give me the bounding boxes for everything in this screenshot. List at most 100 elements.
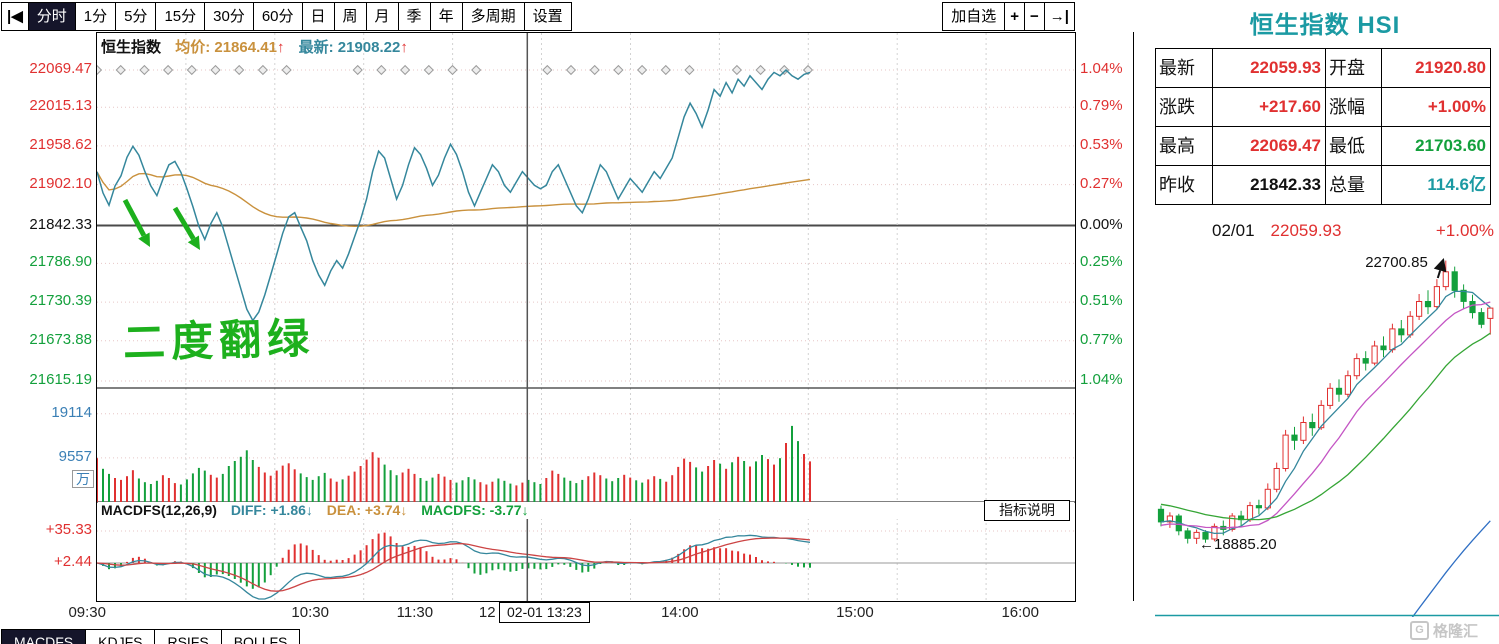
macd-dea-value: DEA: +3.74↓ bbox=[326, 502, 408, 518]
time-axis-label: 12 bbox=[478, 604, 496, 621]
quote-value: 22059.93 bbox=[1213, 49, 1326, 88]
daily-kline-svg[interactable]: 22700.85 ←18885.20 bbox=[1155, 248, 1499, 617]
toolbar-spacer bbox=[572, 2, 944, 31]
zoom-in-button[interactable]: + bbox=[1004, 2, 1026, 31]
price-axis-label: 21730.39 bbox=[29, 292, 92, 310]
macd-axis-label: +35.33 bbox=[45, 521, 92, 538]
crosshair-time-label: 02-01 13:23 bbox=[499, 602, 590, 623]
percent-axis-label: 1.04% bbox=[1080, 60, 1123, 77]
quote-label: 最新 bbox=[1156, 49, 1213, 88]
quote-value: +217.60 bbox=[1213, 88, 1326, 127]
indicator-tab[interactable]: BOLLFS bbox=[220, 629, 301, 644]
volume-unit-label: 万 bbox=[72, 470, 94, 488]
up-arrow-icon: ↑ bbox=[400, 39, 408, 56]
up-arrow-icon: ↑ bbox=[276, 39, 285, 56]
toolbar-tab[interactable]: 季 bbox=[397, 2, 431, 31]
toolbar-tab[interactable]: 60分 bbox=[252, 2, 303, 31]
quote-label: 涨跌 bbox=[1156, 88, 1213, 127]
watermark: G 格隆汇 bbox=[1410, 620, 1478, 641]
quote-value: 21920.80 bbox=[1382, 49, 1491, 88]
kline-high-annotation: 22700.85 bbox=[1365, 254, 1428, 271]
jump-end-button[interactable]: →| bbox=[1043, 2, 1075, 31]
time-axis-label: 14:00 bbox=[661, 604, 699, 621]
price-axis-label: 21673.88 bbox=[29, 330, 92, 348]
toolbar-tab[interactable]: 设置 bbox=[523, 2, 572, 31]
indicator-tabs: MACDFS KDJFS RSIFS BOLLFS bbox=[1, 629, 301, 644]
percent-axis-label: 0.77% bbox=[1080, 330, 1123, 348]
quote-value: +1.00% bbox=[1382, 88, 1491, 127]
quote-value: 114.6亿 bbox=[1382, 166, 1491, 205]
price-axis-label: 21842.33 bbox=[29, 215, 92, 233]
time-axis-label: 10:30 bbox=[291, 604, 329, 621]
quote-panel-title: 恒生指数 HSI bbox=[1249, 12, 1401, 39]
volume-axis-label: 9557 bbox=[58, 447, 92, 465]
toolbar-tab[interactable]: 30分 bbox=[204, 2, 254, 31]
panel-divider bbox=[1133, 32, 1134, 601]
price-axis-label: 21786.90 bbox=[29, 253, 92, 271]
quote-date-pct: +1.00% bbox=[1435, 221, 1494, 240]
avg-price: 均价: 21864.41↑ bbox=[175, 39, 285, 56]
toolbar-tab[interactable]: 日 bbox=[301, 2, 335, 31]
price-axis-label: 21615.19 bbox=[29, 371, 92, 388]
percent-axis-label: 0.27% bbox=[1080, 174, 1123, 192]
time-axis-label: 09:30 bbox=[68, 604, 106, 621]
macd-header: MACDFS(12,26,9) DIFF: +1.86↓ DEA: +3.74↓… bbox=[98, 502, 1074, 519]
percent-axis-label: 0.25% bbox=[1080, 253, 1123, 271]
quote-table: 最新 22059.93 开盘 21920.80 涨跌 +217.60 涨幅 +1.00% 最高 2… bbox=[1155, 48, 1491, 205]
quote-label: 总量 bbox=[1326, 166, 1382, 205]
quote-value: 22069.47 bbox=[1213, 127, 1326, 166]
indicator-tab[interactable]: KDJFS bbox=[85, 629, 156, 644]
quote-label: 最低 bbox=[1326, 127, 1382, 166]
indicator-tab[interactable]: RSIFS bbox=[154, 629, 222, 644]
macd-indicator-name: MACDFS(12,26,9) bbox=[101, 502, 217, 518]
indicator-tab[interactable]: MACDFS bbox=[1, 629, 87, 644]
price-axis-label: 22015.13 bbox=[29, 97, 92, 115]
toolbar-tab[interactable]: 月 bbox=[365, 2, 399, 31]
toolbar-tab[interactable]: 周 bbox=[333, 2, 367, 31]
macd-value: MACDFS: -3.77↓ bbox=[421, 502, 529, 518]
time-axis-label: 16:00 bbox=[1001, 604, 1039, 621]
quote-date-row: 02/01 22059.93 +1.00% bbox=[1156, 221, 1494, 241]
time-axis-label: 15:00 bbox=[836, 604, 874, 621]
price-axis-label: 21958.62 bbox=[29, 135, 92, 153]
toolbar-tab[interactable]: 多周期 bbox=[461, 2, 525, 31]
toolbar-tab[interactable]: 15分 bbox=[155, 2, 206, 31]
macd-diff-value: DIFF: +1.86↓ bbox=[230, 502, 313, 518]
hand-annotation-text: 二度翻绿 bbox=[122, 314, 316, 367]
quote-date: 02/01 bbox=[1212, 221, 1255, 240]
intraday-chart[interactable]: 恒生指数 均价: 21864.41↑ 最新: 21908.22↑ 二度翻绿 MA… bbox=[96, 32, 1076, 602]
toolbar-tab[interactable]: 年 bbox=[429, 2, 463, 31]
quote-date-price: 22059.93 bbox=[1270, 221, 1342, 240]
last-price: 最新: 21908.22↑ bbox=[298, 39, 408, 56]
percent-axis-label: 0.79% bbox=[1080, 97, 1123, 115]
price-axis-label: 22069.47 bbox=[29, 60, 92, 77]
watermark-text: 格隆汇 bbox=[1433, 623, 1479, 640]
percent-axis-label: 0.00% bbox=[1080, 215, 1123, 233]
toolbar-tab[interactable]: 分时 bbox=[27, 2, 76, 31]
time-axis-label: 11:30 bbox=[396, 604, 434, 621]
jump-start-button[interactable]: |◀ bbox=[1, 2, 29, 31]
percent-axis-label: 0.53% bbox=[1080, 135, 1123, 153]
quote-value: 21842.33 bbox=[1213, 166, 1326, 205]
add-watchlist-button[interactable]: 加自选 bbox=[942, 2, 1006, 31]
quote-label: 涨幅 bbox=[1326, 88, 1382, 127]
chart-header: 恒生指数 均价: 21864.41↑ 最新: 21908.22↑ bbox=[101, 36, 408, 57]
quote-label: 最高 bbox=[1156, 127, 1213, 166]
toolbar-tab[interactable]: 5分 bbox=[115, 2, 157, 31]
toolbar: |◀ 分时 1分 5分 15分 30分 60分日周月季年多周期 设置 加自选 + − →| bbox=[1, 2, 1075, 31]
macd-axis-label: +2.44 bbox=[54, 553, 92, 570]
price-axis-label: 21902.10 bbox=[29, 174, 92, 192]
indicator-help-button[interactable]: 指标说明 bbox=[984, 500, 1070, 521]
index-name: 恒生指数 bbox=[101, 39, 162, 56]
quote-value: 21703.60 bbox=[1382, 127, 1491, 166]
percent-axis-label: 0.51% bbox=[1080, 292, 1123, 310]
quote-label: 开盘 bbox=[1326, 49, 1382, 88]
intraday-chart-svg[interactable] bbox=[97, 33, 1075, 601]
volume-axis-label: 19114 bbox=[51, 403, 92, 421]
toolbar-tab[interactable]: 1分 bbox=[74, 2, 117, 31]
zoom-out-button[interactable]: − bbox=[1024, 2, 1045, 31]
watermark-logo-icon: G bbox=[1410, 621, 1429, 640]
percent-axis-label: 1.04% bbox=[1080, 371, 1123, 388]
kline-low-annotation: ←18885.20 bbox=[1199, 536, 1277, 553]
